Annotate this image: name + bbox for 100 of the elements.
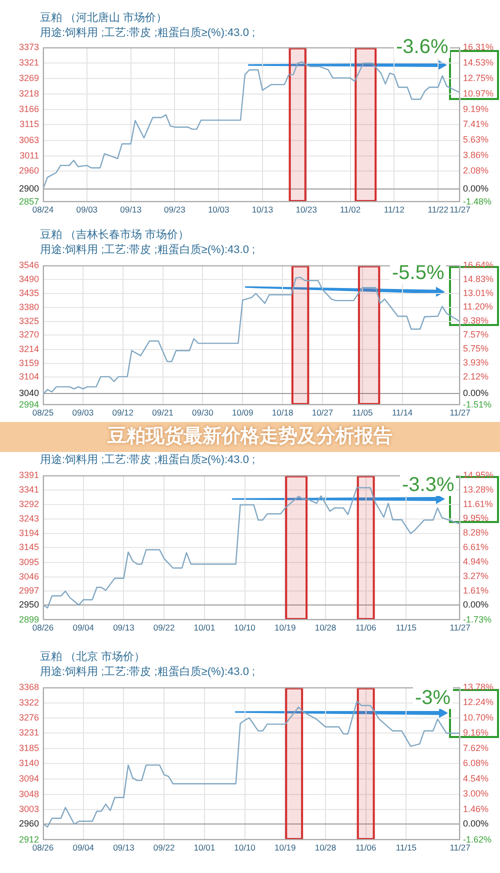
- y-tick-label: 3166: [18, 104, 39, 114]
- y2-tick-label: 12.75%: [463, 72, 494, 83]
- y2-tick-label: -1.62%: [463, 834, 492, 844]
- x-tick-label: 08/25: [32, 407, 54, 418]
- x-tick-label: 10/28: [314, 842, 336, 852]
- x-tick-label: 11/06: [356, 622, 376, 632]
- y-tick-label: 2994: [18, 399, 39, 410]
- x-tick-label: 08/26: [32, 842, 54, 852]
- y-tick-label: 3048: [18, 788, 39, 799]
- y-tick-label: 3095: [18, 556, 39, 567]
- x-tick-label: 10/19: [274, 622, 296, 632]
- y-tick-label: 3325: [18, 316, 39, 326]
- x-tick-label: 09/22: [153, 622, 175, 632]
- x-tick-label: 11/02: [340, 204, 361, 214]
- y-tick-label: 3243: [18, 513, 39, 524]
- chart-subtitle: 用途:饲料用 ;工艺:带皮 ;粗蛋白质≥(%):43.0 ;: [40, 666, 256, 679]
- y-tick-label: 3435: [18, 288, 39, 298]
- x-tick-label: 09/13: [113, 622, 135, 632]
- y2-tick-label: 13.01%: [463, 288, 494, 298]
- y-tick-label: 3214: [18, 344, 39, 354]
- y2-tick-label: 0.00%: [463, 599, 489, 610]
- annotation: -3.6%: [394, 36, 450, 58]
- x-tick-label: 10/23: [296, 204, 318, 214]
- x-tick-label: 11/27: [450, 407, 471, 418]
- y2-tick-label: 5.63%: [463, 134, 489, 145]
- chart-title: 豆粕 （河北唐山 市场价）: [40, 12, 168, 25]
- y2-tick-label: 14.83%: [463, 274, 494, 284]
- y2-tick-label: 9.19%: [463, 104, 489, 114]
- chart-title: 豆粕 （吉林长春市场 市场价）: [40, 229, 190, 242]
- y-tick-label: 3115: [20, 119, 39, 130]
- y-tick-label: 3231: [18, 728, 39, 738]
- y2-tick-label: 6.08%: [463, 758, 489, 768]
- y-tick-label: 2912: [18, 834, 39, 844]
- y-tick-label: 3490: [18, 274, 39, 284]
- y-tick-label: 3140: [18, 758, 39, 768]
- x-tick-label: 09/22: [153, 842, 175, 852]
- y-tick-label: 3145: [18, 542, 39, 552]
- y2-tick-label: 4.54%: [463, 773, 489, 784]
- y2-tick-label: 13.28%: [463, 484, 494, 494]
- y2-tick-label: 10.70%: [463, 712, 494, 722]
- x-tick-label: 11/12: [384, 204, 405, 214]
- x-tick-label: 10/01: [194, 622, 216, 632]
- y-tick-label: 2900: [18, 184, 39, 194]
- y2-tick-label: 11.61%: [463, 498, 493, 509]
- y2-tick-label: 11.20%: [463, 302, 493, 312]
- y-tick-label: 3546: [18, 260, 39, 270]
- x-tick-label: 09/13: [120, 204, 142, 214]
- y2-tick-label: 0.00%: [463, 818, 489, 828]
- y-tick-label: 3322: [18, 697, 39, 708]
- y-tick-label: 2997: [18, 586, 39, 596]
- chart-title: 豆粕现货最新价格走势及分析报告: [0, 422, 500, 452]
- x-tick-label: 09/04: [72, 622, 94, 632]
- x-tick-label: 10/13: [252, 204, 274, 214]
- y2-tick-label: -1.48%: [463, 196, 492, 206]
- y2-tick-label: 7.62%: [463, 742, 489, 753]
- y2-tick-label: 6.61%: [463, 542, 489, 552]
- x-tick-label: 11/27: [450, 622, 471, 632]
- x-tick-label: 10/09: [232, 407, 254, 418]
- y-tick-label: 2960: [18, 166, 39, 176]
- x-tick-label: 11/15: [396, 622, 417, 632]
- y2-tick-label: 2.08%: [463, 166, 489, 176]
- y2-tick-label: 3.27%: [463, 571, 489, 582]
- y-tick-label: 3104: [18, 372, 39, 382]
- x-tick-label: 11/15: [396, 842, 417, 852]
- y2-tick-label: -1.51%: [463, 399, 492, 410]
- x-tick-label: 09/23: [164, 204, 186, 214]
- y2-tick-label: 16.31%: [463, 42, 494, 52]
- y-tick-label: 3292: [18, 498, 39, 509]
- y-tick-label: 3194: [18, 528, 39, 538]
- x-tick-label: 09/04: [72, 842, 94, 852]
- annotation: -5.5%: [390, 262, 446, 284]
- x-tick-label: 08/26: [32, 622, 54, 632]
- y-tick-label: 3276: [18, 712, 39, 723]
- x-tick-label: 09/21: [152, 407, 174, 418]
- x-tick-label: 11/27: [450, 842, 471, 852]
- x-tick-label: 11/22: [428, 204, 449, 214]
- y-tick-label: 3063: [18, 134, 39, 145]
- y-tick-label: 2857: [18, 196, 39, 206]
- y-tick-label: 3185: [18, 743, 39, 754]
- x-tick-label: 10/01: [194, 842, 216, 852]
- y-tick-label: 3391: [18, 470, 39, 480]
- x-tick-label: 09/30: [192, 407, 214, 418]
- y2-tick-label: 10.97%: [463, 88, 494, 98]
- y2-tick-label: 1.46%: [463, 804, 489, 814]
- y-tick-label: 3269: [18, 73, 39, 84]
- y2-tick-label: -1.73%: [463, 614, 492, 624]
- x-tick-label: 10/27: [312, 407, 334, 418]
- y-tick-label: 3011: [20, 150, 39, 160]
- x-tick-label: 08/24: [32, 204, 54, 214]
- y2-tick-label: 0.00%: [463, 388, 489, 398]
- y2-tick-label: 12.24%: [463, 697, 494, 708]
- y2-tick-label: 3.93%: [463, 358, 489, 368]
- chart-subtitle: 用途:饲料用 ;工艺:带皮 ;粗蛋白质≥(%):43.0 ;: [40, 244, 256, 257]
- y-tick-label: 3373: [18, 42, 39, 52]
- x-tick-label: 10/10: [234, 622, 256, 632]
- y2-tick-label: 9.95%: [463, 513, 489, 524]
- y-tick-label: 2899: [18, 614, 39, 624]
- x-tick-label: 10/19: [274, 842, 296, 852]
- y2-tick-label: 4.94%: [463, 556, 489, 567]
- y2-tick-label: 0.00%: [463, 184, 489, 194]
